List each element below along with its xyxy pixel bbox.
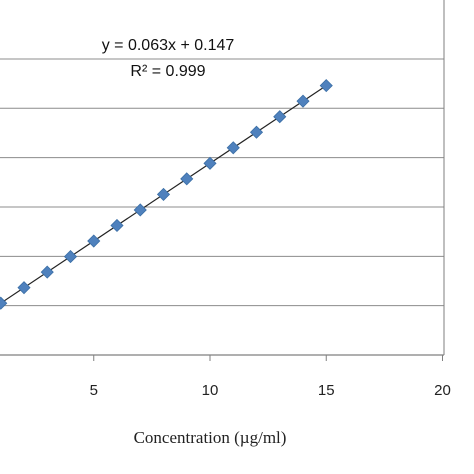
data-point <box>180 172 194 186</box>
data-point <box>156 187 171 201</box>
trendline <box>0 85 327 305</box>
data-point <box>63 250 78 264</box>
data-point <box>226 141 240 155</box>
x-tick-label: 15 <box>318 382 335 399</box>
data-points <box>0 79 333 310</box>
gridlines <box>0 58 444 307</box>
data-point <box>0 296 8 310</box>
trendline-equation: y = 0.063x + 0.147 <box>102 37 235 54</box>
data-point <box>40 265 54 279</box>
trendline-group <box>0 85 327 305</box>
axes <box>0 0 445 356</box>
data-point <box>17 281 31 295</box>
x-axis-title: Concentration (µg/ml) <box>134 428 287 447</box>
data-point <box>273 110 287 124</box>
data-point <box>133 203 147 217</box>
x-tick-label: 10 <box>202 382 219 399</box>
x-tick-label: 5 <box>90 382 98 399</box>
data-point <box>319 79 333 93</box>
data-point <box>110 218 124 233</box>
r-squared-label: R² = 0.999 <box>130 63 205 80</box>
data-point <box>87 234 101 248</box>
data-point <box>203 156 217 170</box>
x-tick-labels: 5 10 15 20 <box>90 355 451 399</box>
data-point <box>249 125 264 139</box>
data-point <box>296 94 310 108</box>
x-tick-label: 20 <box>434 382 451 399</box>
